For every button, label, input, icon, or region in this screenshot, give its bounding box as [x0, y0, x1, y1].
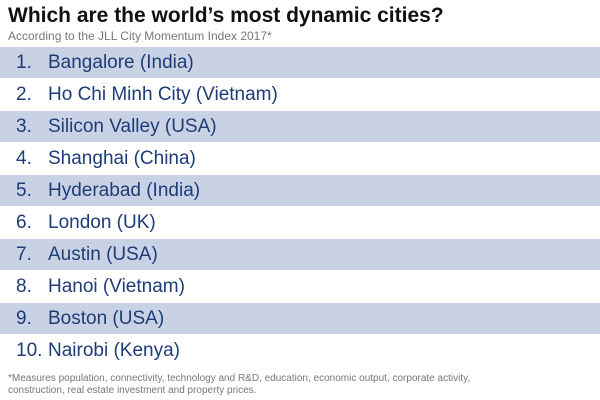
footnote-line: construction, real estate investment and…: [8, 385, 257, 396]
rank: 2.: [16, 83, 32, 105]
list-row: 6. London (UK): [0, 207, 600, 238]
list-row: 9. Boston (USA): [0, 303, 600, 334]
city-name: Nairobi (Kenya): [48, 339, 180, 361]
footnote: *Measures population, connectivity, tech…: [8, 373, 470, 397]
rank: 10.: [16, 339, 43, 361]
list-row: 2. Ho Chi Minh City (Vietnam): [0, 79, 600, 110]
city-list: 1. Bangalore (India) 2. Ho Chi Minh City (V…: [0, 47, 600, 367]
rank: 3.: [16, 115, 32, 137]
rank: 7.: [16, 243, 32, 265]
city-name: Silicon Valley (USA): [48, 115, 217, 137]
list-row: 3. Silicon Valley (USA): [0, 111, 600, 142]
list-row: 8. Hanoi (Vietnam): [0, 271, 600, 302]
list-row: 4. Shanghai (China): [0, 143, 600, 174]
subtitle: According to the JLL City Momentum Index…: [8, 29, 272, 43]
city-name: Shanghai (China): [48, 147, 196, 169]
rank: 1.: [16, 51, 32, 73]
rank: 4.: [16, 147, 32, 169]
list-row: 7. Austin (USA): [0, 239, 600, 270]
footnote-line: *Measures population, connectivity, tech…: [8, 373, 471, 384]
city-name: Bangalore (India): [48, 51, 194, 73]
city-name: Ho Chi Minh City (Vietnam): [48, 83, 278, 105]
list-row: 1. Bangalore (India): [0, 47, 600, 78]
title: Which are the world’s most dynamic citie…: [8, 4, 444, 27]
rank: 6.: [16, 211, 32, 233]
rank: 5.: [16, 179, 32, 201]
city-name: Hyderabad (India): [48, 179, 201, 201]
list-row: 10. Nairobi (Kenya): [0, 335, 600, 366]
city-name: Boston (USA): [48, 307, 165, 329]
rank: 9.: [16, 307, 32, 329]
city-name: Austin (USA): [48, 243, 158, 265]
rank: 8.: [16, 275, 32, 297]
city-name: Hanoi (Vietnam): [48, 275, 185, 297]
city-name: London (UK): [48, 211, 156, 233]
list-row: 5. Hyderabad (India): [0, 175, 600, 206]
